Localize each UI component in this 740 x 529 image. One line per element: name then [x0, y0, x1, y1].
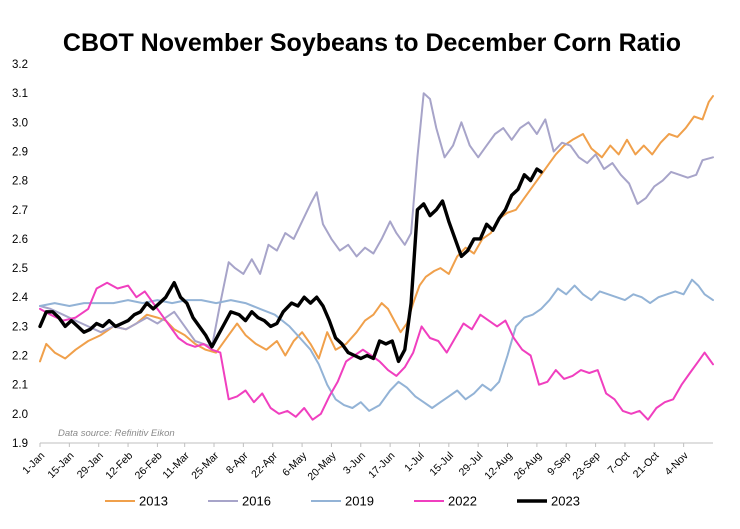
x-tick-label: 29-Jul — [457, 450, 486, 479]
y-tick-label: 2.7 — [12, 205, 28, 217]
y-tick-label: 2.6 — [12, 234, 28, 246]
series-line-2022 — [39, 281, 714, 421]
x-tick-label: 8-Apr — [224, 449, 251, 476]
x-tick-label: 3-Jun — [341, 450, 368, 477]
y-tick-label: 1.9 — [12, 438, 28, 450]
x-tick-label: 11-Mar — [160, 449, 192, 481]
x-tick-label: 7-Oct — [606, 450, 633, 477]
x-tick-label: 23-Sep — [570, 450, 603, 483]
series-line-2023 — [38, 167, 543, 364]
data-source-note: Data source: Refinitiv Eikon — [58, 428, 175, 439]
y-tick-label: 2.9 — [12, 146, 28, 158]
y-tick-label: 2.4 — [12, 292, 29, 304]
plot-area — [38, 92, 714, 421]
y-tick-label: 3.1 — [12, 88, 28, 100]
series-line-2013 — [39, 95, 714, 363]
x-tick-label: 25-Mar — [189, 449, 221, 481]
legend: 2013 2016 2019 2022 2023 — [105, 494, 580, 509]
y-tick-label: 2.0 — [12, 409, 28, 421]
x-tick-label: 12-Aug — [482, 450, 515, 483]
x-tick-label: 21-Oct — [631, 450, 662, 481]
y-tick-label: 2.1 — [12, 380, 28, 392]
x-axis: 1-Jan15-Jan29-Jan12-Feb26-Feb11-Mar25-Ma… — [20, 442, 713, 483]
x-tick-label: 26-Feb — [133, 450, 165, 482]
x-tick-label: 20-May — [305, 449, 339, 483]
y-tick-label: 2.2 — [12, 351, 28, 363]
y-tick-label: 3.2 — [12, 59, 28, 71]
x-tick-label: 26-Aug — [512, 450, 545, 483]
legend-label: 2016 — [242, 494, 271, 509]
x-tick-label: 1-Jan — [20, 450, 47, 477]
legend-label: 2023 — [551, 494, 580, 509]
x-tick-label: 12-Feb — [103, 450, 135, 482]
y-tick-label: 2.8 — [12, 176, 28, 188]
x-tick-label: 15-Jul — [427, 450, 456, 479]
y-axis: 1.9 2.0 2.1 2.2 2.3 2.4 2.5 2.6 2.7 2.8 2.9 3.0 3.1 3… — [12, 59, 29, 450]
legend-label: 2013 — [139, 494, 168, 509]
legend-label: 2022 — [448, 494, 477, 509]
x-tick-label: 29-Jan — [75, 450, 106, 481]
series-line-2016 — [39, 92, 714, 348]
x-tick-label: 15-Jan — [45, 450, 76, 481]
legend-label: 2019 — [345, 494, 374, 509]
x-tick-label: 22-Apr — [249, 449, 280, 480]
chart-title: CBOT November Soybeans to December Corn … — [63, 29, 681, 57]
y-tick-label: 2.3 — [12, 321, 28, 333]
x-tick-label: 4-Nov — [663, 449, 692, 478]
x-tick-label: 1-Jul — [402, 450, 427, 475]
y-tick-label: 2.5 — [12, 263, 28, 275]
x-tick-label: 17-Jun — [366, 450, 397, 481]
y-tick-label: 3.0 — [12, 117, 28, 129]
series-line-2019 — [39, 278, 714, 412]
